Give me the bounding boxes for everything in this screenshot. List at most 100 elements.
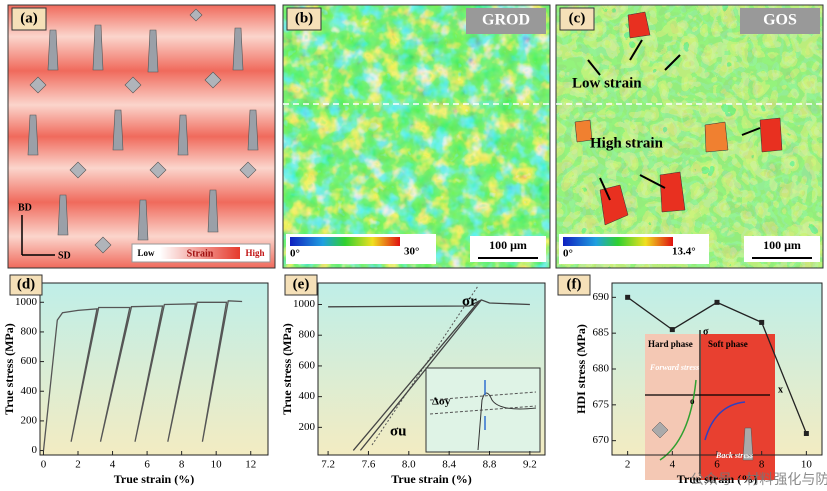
x-tick-label: 10 bbox=[801, 459, 813, 471]
data-line bbox=[359, 299, 482, 451]
colorbar-label: 0° bbox=[290, 248, 300, 260]
frame bbox=[555, 4, 824, 269]
y-tick-label: 1000 bbox=[293, 298, 316, 310]
inset-dash bbox=[429, 405, 537, 415]
annotation: Hard phase bbox=[648, 339, 693, 349]
data-line bbox=[352, 300, 480, 451]
panel-label: (e) bbox=[293, 276, 310, 292]
annotation: σu bbox=[390, 423, 407, 439]
panel-label: (b) bbox=[295, 10, 313, 26]
colorbar-label: 13.4° bbox=[672, 246, 696, 258]
panel-label-box bbox=[9, 274, 43, 296]
strain-bar bbox=[160, 247, 240, 259]
scale-label: 100 μm bbox=[763, 238, 801, 252]
y-tick-label: 690 bbox=[593, 291, 610, 303]
data-point bbox=[625, 294, 631, 300]
panel-label-box bbox=[11, 7, 47, 31]
x-tick-label: 4 bbox=[670, 459, 676, 471]
data-point bbox=[714, 299, 720, 305]
annotation: σ bbox=[703, 326, 709, 337]
x-tick-label: 2 bbox=[75, 459, 81, 471]
legend-text: High bbox=[245, 248, 264, 258]
inset-e bbox=[425, 367, 541, 453]
y-tick-label: 200 bbox=[21, 414, 38, 426]
data-point bbox=[669, 327, 675, 333]
inset-box bbox=[425, 367, 541, 453]
y-tick-label: 675 bbox=[593, 398, 610, 410]
legend-text: Low bbox=[137, 248, 155, 258]
y-tick-label: 600 bbox=[21, 355, 38, 367]
map-label: GOS bbox=[763, 12, 797, 29]
plot-e: 7.2 7.6 8.0 8.4 8.8 9.2 200 400 600 800 1000 True s… bbox=[280, 274, 546, 486]
x-tick-label: 8 bbox=[759, 459, 765, 471]
panel-c: (c) GOS Low strain High strain 0° 13.4° … bbox=[555, 4, 824, 269]
plot-f: 2 4 6 8 10 670 675 680 685 690 True strain (%) HDI … bbox=[557, 274, 823, 486]
plot-frame bbox=[39, 282, 269, 456]
x-axis-title: True strain (%) bbox=[677, 472, 757, 486]
annotation: σr bbox=[462, 293, 477, 309]
x-tick-label: 7.2 bbox=[321, 459, 335, 471]
panel-label: (f) bbox=[567, 276, 582, 292]
panel-label-box bbox=[557, 274, 591, 296]
x-tick-label: 6 bbox=[144, 459, 150, 471]
direction-label: SD bbox=[58, 250, 71, 261]
x-tick-label: 7.6 bbox=[362, 459, 376, 471]
y-axis-title: True stress (MPa) bbox=[280, 323, 294, 415]
y-tick-label: 800 bbox=[21, 325, 38, 337]
plot-bg bbox=[40, 283, 268, 455]
x-tick-label: 4 bbox=[110, 459, 116, 471]
colorbar bbox=[290, 237, 400, 246]
annotation: Forward stress bbox=[649, 363, 699, 372]
x-tick-label: 2 bbox=[625, 459, 631, 471]
panel-label-box bbox=[286, 7, 322, 31]
x-tick-label: 8.4 bbox=[442, 459, 456, 471]
plot-frame bbox=[317, 282, 546, 456]
y-tick-label: 200 bbox=[299, 421, 316, 433]
inset-dash bbox=[429, 391, 537, 401]
x-tick-label: 9.2 bbox=[523, 459, 537, 471]
x-axis-title: True strain (%) bbox=[391, 472, 471, 486]
annotation: x bbox=[778, 384, 783, 395]
y-tick-label: 0 bbox=[32, 444, 38, 456]
y-axis-title: HDI stress (MPa) bbox=[574, 324, 588, 414]
region-label: High strain bbox=[590, 135, 664, 151]
panel-label-box bbox=[559, 7, 595, 31]
x-tick-label: 10 bbox=[211, 459, 223, 471]
y-tick-label: 1000 bbox=[15, 296, 38, 308]
panel-label: (c) bbox=[569, 10, 586, 26]
inset-curve bbox=[477, 392, 537, 451]
annotation: o bbox=[690, 396, 695, 406]
x-tick-label: 12 bbox=[245, 459, 256, 471]
panel-label-box bbox=[284, 274, 318, 296]
annotation: Back stress bbox=[715, 451, 753, 460]
plot-d: 0 2 4 6 8 10 12 0 200 400 600 800 1000 True strain (%… bbox=[2, 274, 269, 486]
y-tick-label: 400 bbox=[21, 385, 38, 397]
legend-text: Strain bbox=[187, 248, 214, 259]
y-tick-label: 400 bbox=[299, 390, 316, 402]
annotation: Soft phase bbox=[708, 339, 748, 349]
frame bbox=[282, 4, 551, 269]
map-label-box bbox=[466, 8, 546, 34]
x-tick-label: 0 bbox=[41, 459, 47, 471]
x-tick-label: 6 bbox=[714, 459, 720, 471]
particle bbox=[651, 421, 669, 439]
region-label: Low strain bbox=[572, 75, 642, 91]
y-tick-label: 800 bbox=[299, 329, 316, 341]
y-tick-label: 680 bbox=[593, 363, 610, 375]
data-point bbox=[803, 431, 809, 436]
y-tick-label: 670 bbox=[593, 434, 610, 446]
x-tick-label: 8 bbox=[179, 459, 185, 471]
y-axis-title: True stress (MPa) bbox=[2, 323, 16, 415]
panel-label: (a) bbox=[20, 10, 38, 26]
direction-label: BD bbox=[18, 202, 32, 213]
x-tick-label: 8.0 bbox=[402, 459, 416, 471]
y-tick-label: 685 bbox=[593, 327, 610, 339]
scale-label: 100 μm bbox=[489, 238, 527, 252]
panel-b: (b) GROD 0° 30° 100 μm bbox=[282, 4, 551, 269]
panel-a: (a) BD SD Low Strain High bbox=[7, 4, 276, 269]
needle bbox=[742, 427, 754, 461]
inset-f bbox=[645, 330, 775, 480]
colorbar-label: 30° bbox=[404, 246, 419, 258]
colorbar bbox=[563, 237, 673, 246]
